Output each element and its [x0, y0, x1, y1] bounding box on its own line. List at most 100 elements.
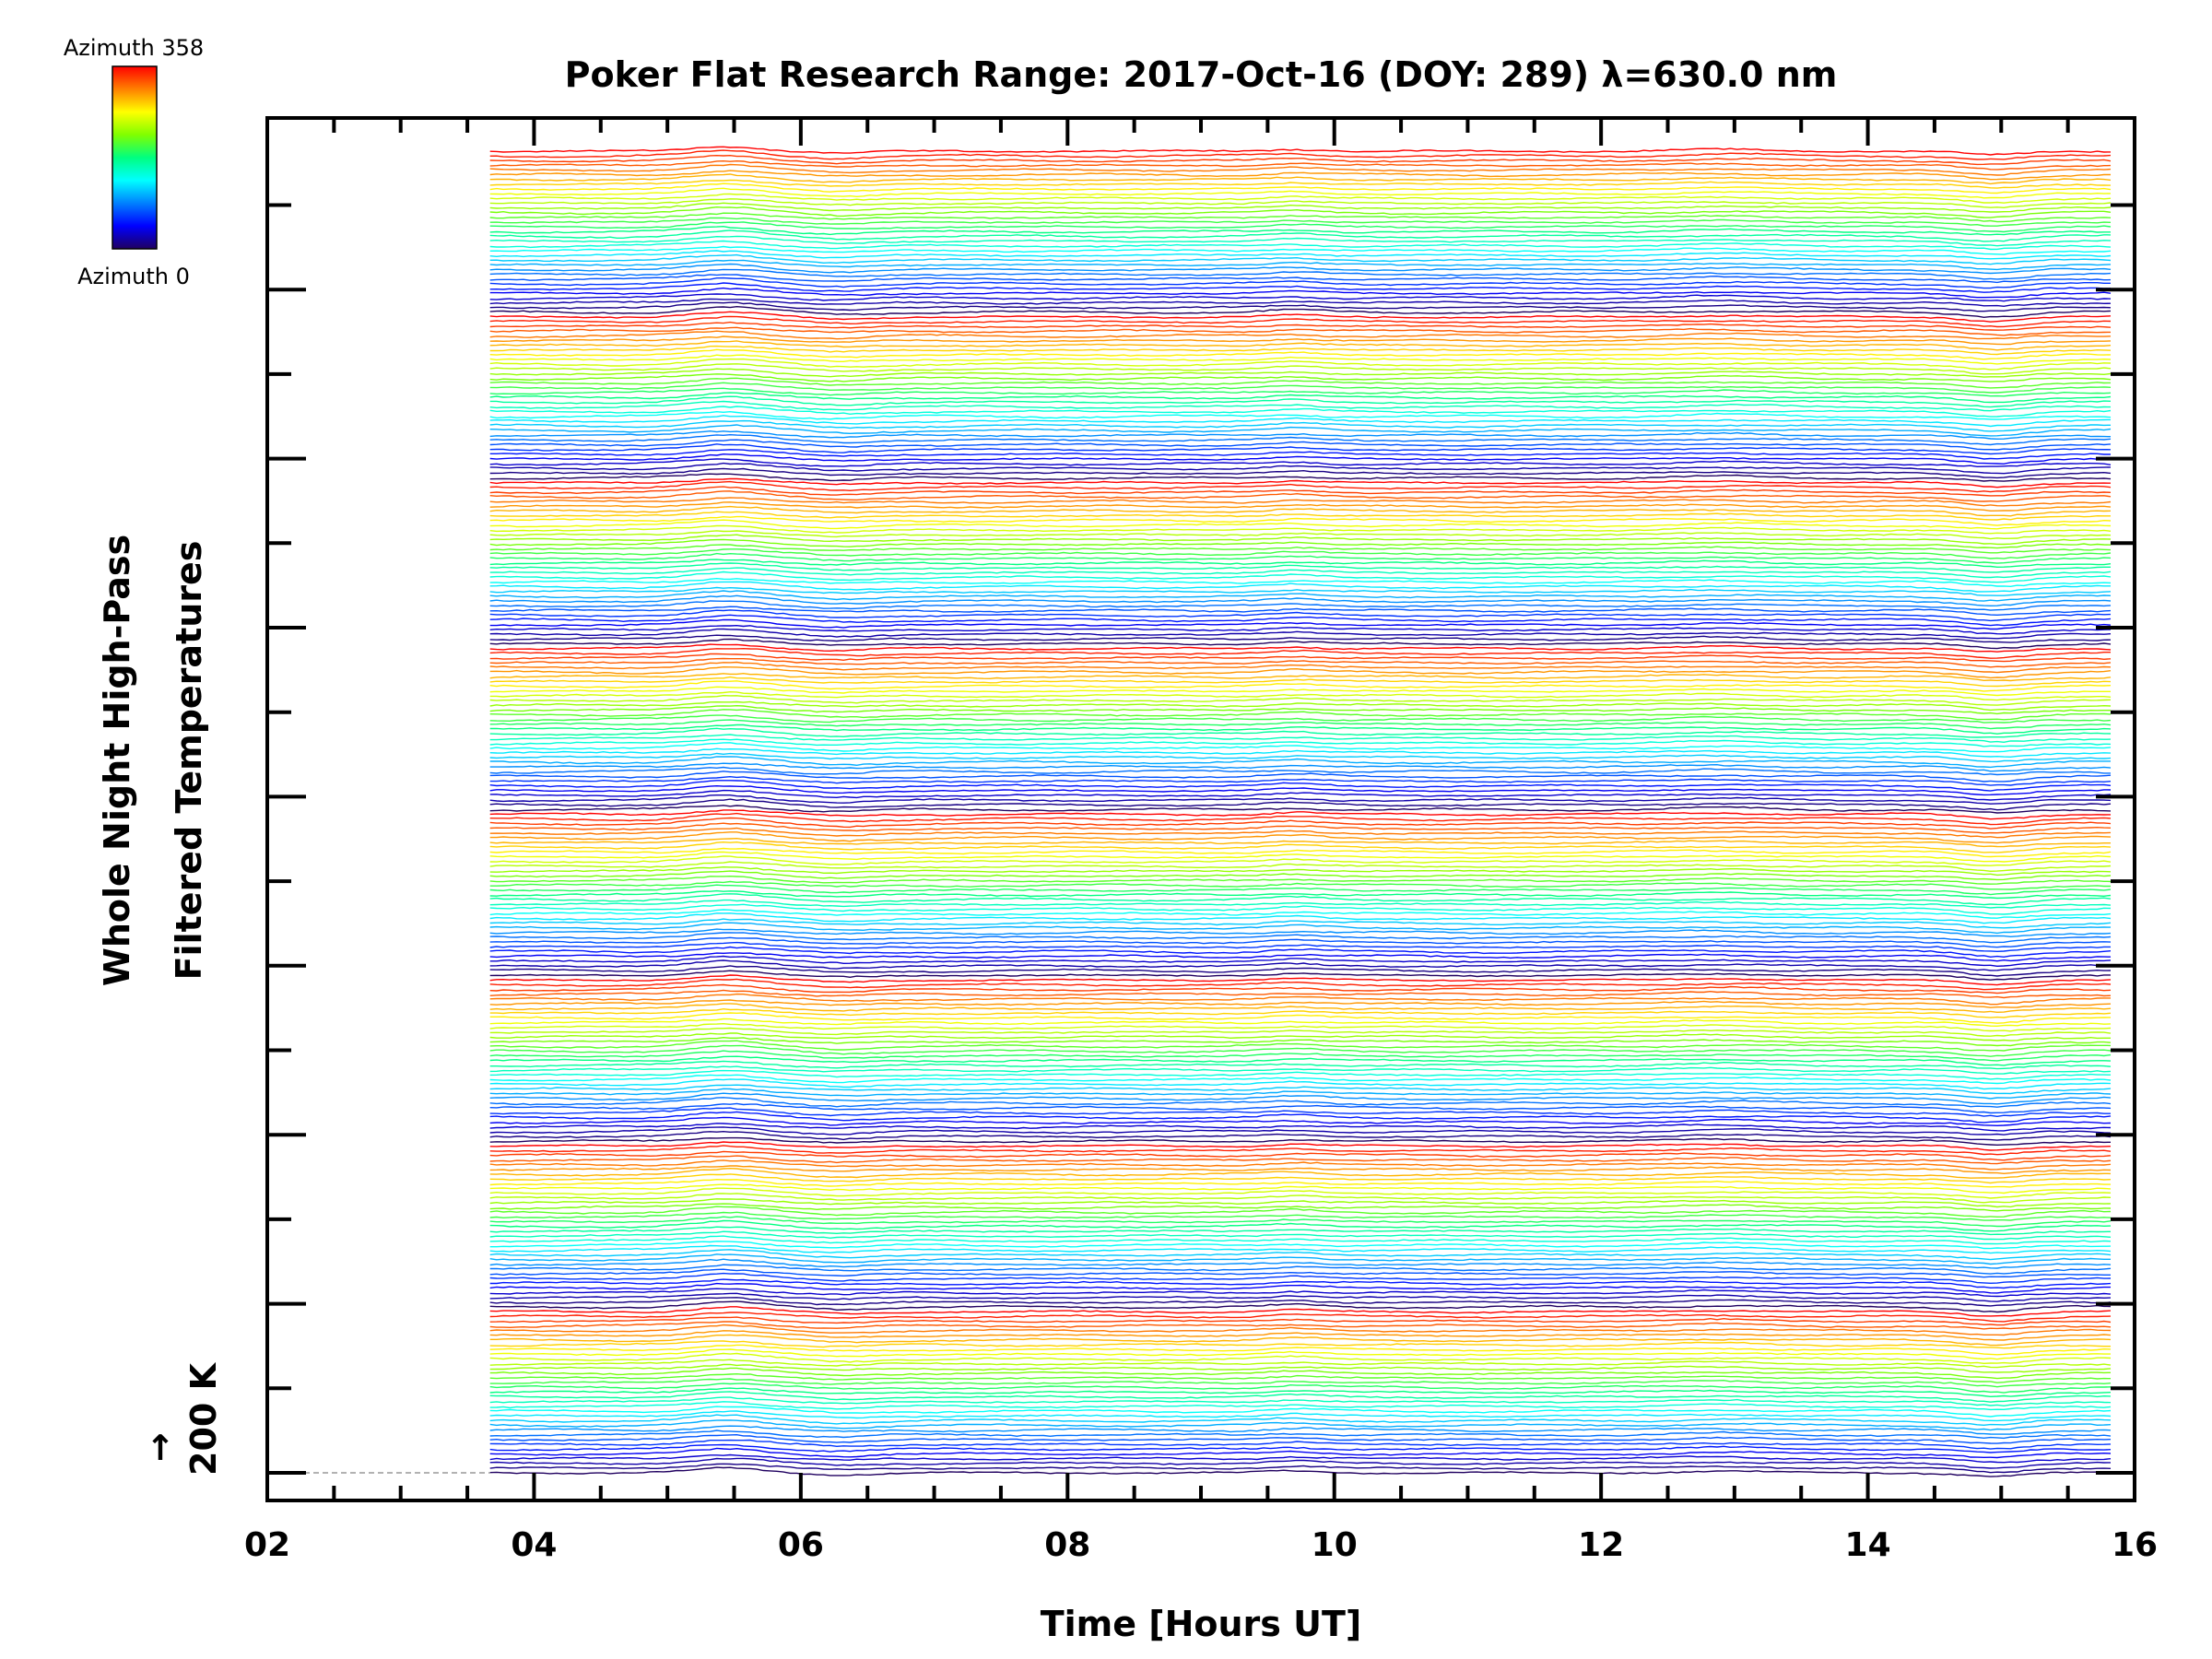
series-line: [489, 515, 2112, 526]
series-line: [489, 424, 2112, 437]
series-line: [489, 524, 2112, 535]
series-line: [489, 609, 2112, 622]
series-line: [489, 586, 2112, 596]
series-line: [489, 1032, 2111, 1041]
series-line: [489, 1069, 2112, 1080]
series-line: [489, 439, 2112, 451]
series-line: [489, 406, 2112, 418]
series-line: [489, 1226, 2112, 1236]
series-line: [489, 780, 2112, 792]
series-line: [489, 724, 2112, 735]
series-line: [489, 922, 2112, 935]
series-line: [489, 552, 2112, 564]
series-line: [489, 918, 2112, 929]
series-line: [489, 1425, 2112, 1435]
series-line: [489, 345, 2112, 356]
series-line: [489, 1292, 2112, 1302]
series-line: [489, 1123, 2112, 1132]
series-line: [489, 809, 2112, 820]
series-line: [489, 179, 2112, 189]
series-line: [489, 1453, 2112, 1464]
series-line: [489, 1391, 2112, 1403]
series-line: [489, 899, 2112, 909]
series-line: [489, 202, 2112, 213]
series-line: [489, 1334, 2112, 1347]
series-line: [489, 893, 2112, 906]
series-line: [489, 1300, 2112, 1313]
series-line: [489, 530, 2112, 540]
series-line: [489, 1074, 2112, 1085]
series-line: [489, 433, 2112, 446]
series-line: [489, 163, 2112, 176]
series-line: [489, 1036, 2112, 1047]
series-line: [489, 784, 2112, 796]
series-line: [489, 187, 2112, 199]
series-line: [489, 1466, 2112, 1477]
colorbar-top-label: Azimuth 358: [64, 35, 204, 61]
series-group: [489, 146, 2112, 1477]
x-tick-label: 14: [1845, 1526, 1891, 1564]
series-line: [489, 490, 2112, 502]
series-line: [489, 1102, 2112, 1114]
series-line: [489, 1401, 2112, 1411]
series-line: [489, 1443, 2112, 1453]
series-line: [489, 354, 2112, 365]
series-line: [489, 1165, 2112, 1175]
series-line: [489, 511, 2111, 521]
series-line: [489, 392, 2112, 404]
x-tick-label: 06: [778, 1526, 824, 1564]
series-line: [489, 690, 2112, 701]
series-line: [489, 912, 2112, 924]
series-line: [489, 1012, 2112, 1024]
series-line: [489, 1065, 2112, 1075]
series-line: [489, 1419, 2112, 1431]
colorbar-bottom-label: Azimuth 0: [77, 264, 190, 289]
series-line: [489, 321, 2112, 331]
series-line: [489, 805, 2112, 814]
series-line: [489, 837, 2111, 848]
series-line: [489, 1268, 2111, 1278]
series-line: [489, 1050, 2112, 1062]
series-line: [489, 1155, 2112, 1165]
series-line: [489, 311, 2112, 323]
series-line: [489, 661, 2112, 674]
series-line: [489, 1136, 2112, 1147]
series-line: [489, 1040, 2112, 1052]
x-tick-label: 16: [2112, 1526, 2158, 1564]
series-line: [489, 1116, 2112, 1127]
series-line: [489, 497, 2112, 507]
series-line: [489, 1198, 2112, 1208]
series-line: [489, 932, 2112, 944]
series-line: [489, 628, 2112, 640]
series-line: [489, 643, 2112, 653]
series-line: [489, 766, 2111, 776]
series-line: [489, 1447, 2112, 1459]
series-line: [489, 1022, 2112, 1032]
series-line: [489, 326, 2112, 336]
series-line: [489, 1145, 2112, 1156]
series-line: [489, 590, 2112, 602]
series-line: [489, 634, 2112, 643]
series-line: [489, 704, 2111, 715]
series-line: [489, 149, 2112, 160]
series-line: [489, 1363, 2112, 1373]
series-line: [489, 738, 2112, 747]
series-line: [489, 1430, 2112, 1440]
series-line: [489, 1378, 2112, 1388]
series-line: [489, 1352, 2112, 1365]
series-line: [489, 146, 2112, 156]
x-axis-label: Time [Hours UT]: [1041, 1604, 1362, 1644]
chart-title: Poker Flat Research Range: 2017-Oct-16 (…: [565, 54, 1838, 95]
series-line: [489, 305, 2112, 319]
series-line: [489, 373, 2112, 382]
series-line: [489, 486, 2112, 497]
series-line: [489, 293, 2112, 302]
series-line: [489, 903, 2112, 915]
series-line: [489, 880, 2111, 890]
series-line: [489, 1410, 2112, 1422]
series-line: [489, 1457, 2112, 1469]
series-line: [489, 250, 2112, 260]
series-line: [489, 1044, 2112, 1057]
series-line: [489, 477, 2112, 488]
